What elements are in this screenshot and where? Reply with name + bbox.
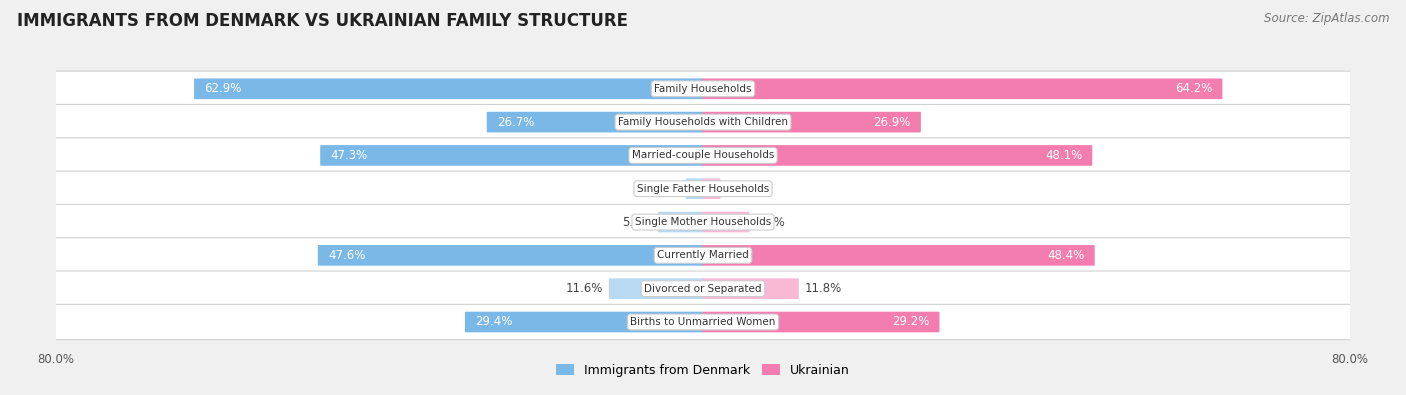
Text: Family Households with Children: Family Households with Children (619, 117, 787, 127)
Text: 5.5%: 5.5% (623, 216, 652, 229)
FancyBboxPatch shape (703, 212, 749, 232)
Text: 62.9%: 62.9% (204, 82, 242, 95)
Text: 26.7%: 26.7% (496, 116, 534, 129)
FancyBboxPatch shape (48, 238, 1358, 273)
Text: 11.8%: 11.8% (804, 282, 842, 295)
FancyBboxPatch shape (703, 278, 799, 299)
FancyBboxPatch shape (703, 79, 1222, 99)
FancyBboxPatch shape (48, 104, 1358, 140)
Text: 2.1%: 2.1% (650, 182, 679, 195)
Text: 64.2%: 64.2% (1175, 82, 1212, 95)
Text: 26.9%: 26.9% (873, 116, 911, 129)
Text: 2.1%: 2.1% (727, 182, 756, 195)
FancyBboxPatch shape (194, 79, 703, 99)
Text: 29.4%: 29.4% (475, 316, 512, 329)
FancyBboxPatch shape (48, 138, 1358, 173)
FancyBboxPatch shape (48, 204, 1358, 240)
FancyBboxPatch shape (703, 245, 1095, 266)
Text: 5.7%: 5.7% (755, 216, 786, 229)
FancyBboxPatch shape (318, 245, 703, 266)
FancyBboxPatch shape (658, 212, 703, 232)
FancyBboxPatch shape (48, 271, 1358, 307)
FancyBboxPatch shape (703, 179, 720, 199)
FancyBboxPatch shape (48, 171, 1358, 207)
FancyBboxPatch shape (321, 145, 703, 166)
Text: 11.6%: 11.6% (565, 282, 603, 295)
Text: Single Father Households: Single Father Households (637, 184, 769, 194)
Text: Currently Married: Currently Married (657, 250, 749, 260)
FancyBboxPatch shape (703, 312, 939, 332)
Text: IMMIGRANTS FROM DENMARK VS UKRAINIAN FAMILY STRUCTURE: IMMIGRANTS FROM DENMARK VS UKRAINIAN FAM… (17, 12, 628, 30)
FancyBboxPatch shape (703, 112, 921, 132)
Text: Single Mother Households: Single Mother Households (636, 217, 770, 227)
Text: Source: ZipAtlas.com: Source: ZipAtlas.com (1264, 12, 1389, 25)
FancyBboxPatch shape (48, 304, 1358, 340)
FancyBboxPatch shape (609, 278, 703, 299)
Text: 29.2%: 29.2% (891, 316, 929, 329)
FancyBboxPatch shape (703, 145, 1092, 166)
Legend: Immigrants from Denmark, Ukrainian: Immigrants from Denmark, Ukrainian (551, 359, 855, 382)
FancyBboxPatch shape (48, 71, 1358, 107)
Text: Family Households: Family Households (654, 84, 752, 94)
FancyBboxPatch shape (486, 112, 703, 132)
Text: 47.3%: 47.3% (330, 149, 367, 162)
Text: 48.1%: 48.1% (1045, 149, 1083, 162)
Text: Births to Unmarried Women: Births to Unmarried Women (630, 317, 776, 327)
Text: Divorced or Separated: Divorced or Separated (644, 284, 762, 294)
FancyBboxPatch shape (686, 179, 703, 199)
Text: 47.6%: 47.6% (328, 249, 366, 262)
Text: 48.4%: 48.4% (1047, 249, 1084, 262)
Text: Married-couple Households: Married-couple Households (631, 150, 775, 160)
FancyBboxPatch shape (465, 312, 703, 332)
